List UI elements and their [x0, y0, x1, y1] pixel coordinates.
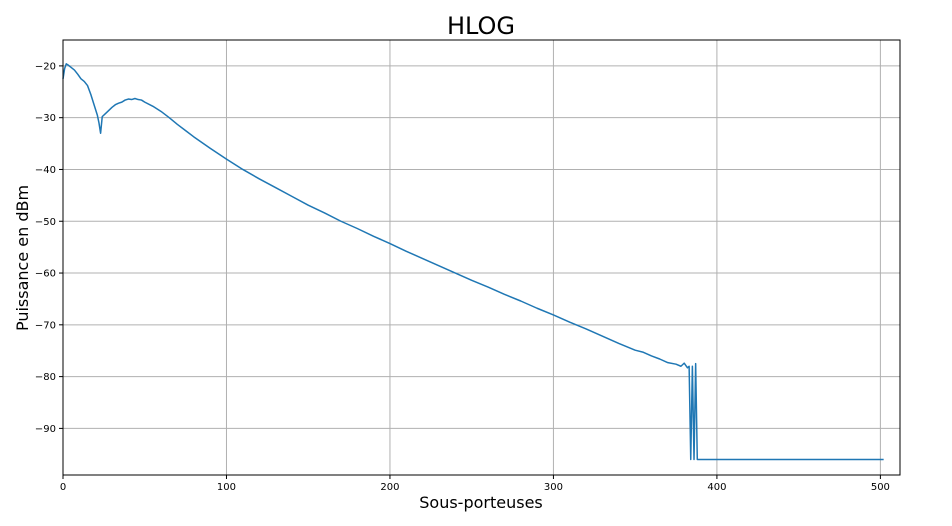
y-tick-label: −50 [35, 217, 56, 228]
x-tick-label: 0 [60, 482, 66, 493]
y-tick-label: −60 [35, 269, 56, 280]
x-tick-label: 400 [707, 482, 726, 493]
y-tick-label: −80 [35, 372, 56, 383]
series-line [62, 63, 884, 461]
grid-layer [62, 40, 900, 475]
x-tick-label: 200 [380, 482, 399, 493]
chart-title: HLOG [447, 12, 515, 40]
y-tick-label: −70 [35, 320, 56, 331]
line-layer [62, 63, 884, 461]
x-tick-label: 100 [217, 482, 236, 493]
plot-frame [62, 39, 901, 476]
x-axis-label: Sous-porteuses [419, 493, 543, 512]
x-tick-label: 300 [544, 482, 563, 493]
tick-layer: 0 100 200 300 400 500 −20 −30 −40 −50 −60 −70 −80 −90 [35, 61, 890, 493]
y-tick-label: −40 [35, 165, 56, 176]
y-tick-label: −30 [35, 113, 56, 124]
y-axis-label: Puissance en dBm [13, 185, 32, 331]
y-tick-label: −90 [35, 424, 56, 435]
x-tick-label: 500 [871, 482, 890, 493]
y-tick-label: −20 [35, 61, 56, 72]
